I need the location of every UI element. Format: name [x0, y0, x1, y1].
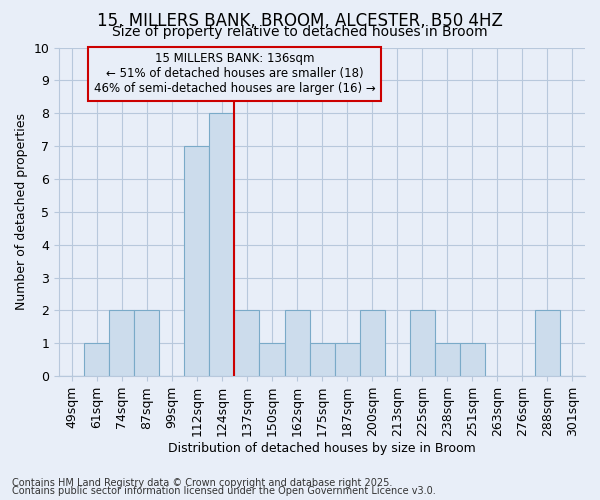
Bar [359, 310, 385, 376]
Bar [410, 310, 435, 376]
Text: Size of property relative to detached houses in Broom: Size of property relative to detached ho… [112, 25, 488, 39]
Text: Contains public sector information licensed under the Open Government Licence v3: Contains public sector information licen… [12, 486, 436, 496]
Text: Contains HM Land Registry data © Crown copyright and database right 2025.: Contains HM Land Registry data © Crown c… [12, 478, 392, 488]
Bar [184, 146, 209, 376]
Text: 15 MILLERS BANK: 136sqm
← 51% of detached houses are smaller (18)
46% of semi-de: 15 MILLERS BANK: 136sqm ← 51% of detache… [94, 52, 376, 96]
Bar [335, 344, 359, 376]
X-axis label: Distribution of detached houses by size in Broom: Distribution of detached houses by size … [168, 442, 476, 455]
Bar [235, 310, 259, 376]
Bar [310, 344, 335, 376]
Bar [259, 344, 284, 376]
Bar [209, 113, 235, 376]
Bar [535, 310, 560, 376]
Bar [84, 344, 109, 376]
Bar [435, 344, 460, 376]
Bar [460, 344, 485, 376]
Y-axis label: Number of detached properties: Number of detached properties [15, 114, 28, 310]
Bar [284, 310, 310, 376]
Bar [109, 310, 134, 376]
Bar [134, 310, 160, 376]
Text: 15, MILLERS BANK, BROOM, ALCESTER, B50 4HZ: 15, MILLERS BANK, BROOM, ALCESTER, B50 4… [97, 12, 503, 30]
